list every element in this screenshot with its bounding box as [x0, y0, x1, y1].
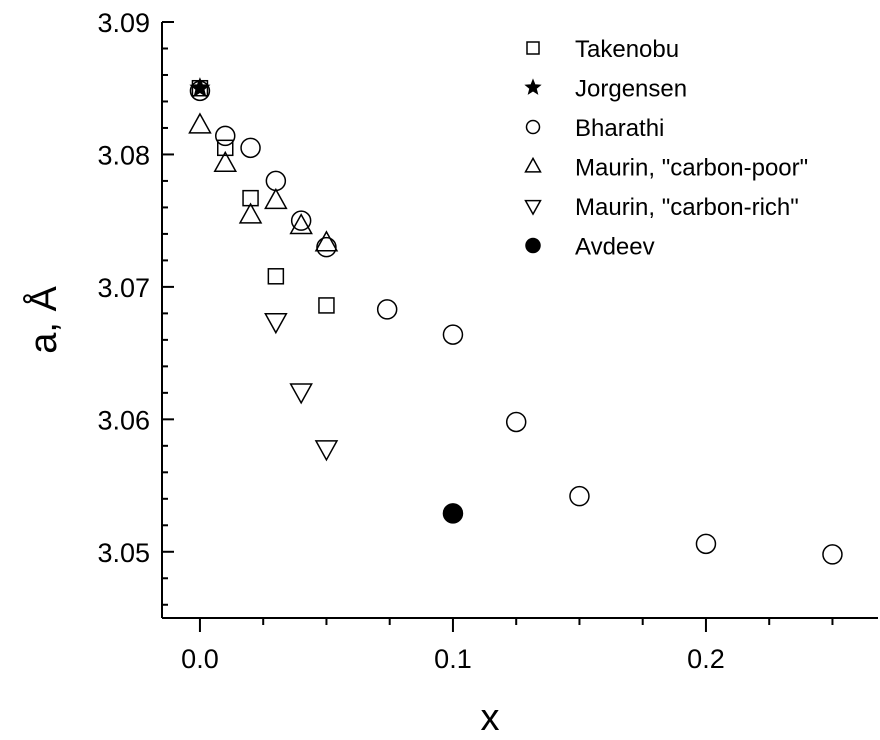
data-point	[442, 503, 464, 524]
axes	[161, 22, 878, 619]
x-tick-label: 0.0	[181, 644, 219, 674]
legend-marker	[526, 41, 540, 55]
data-point	[314, 230, 339, 252]
data-point	[376, 299, 398, 320]
data-point	[289, 213, 313, 235]
data-point	[569, 485, 590, 507]
legend-label: Takenobu	[575, 36, 679, 63]
legend-marker	[524, 156, 542, 173]
data-point	[264, 313, 288, 335]
legend-entry: Avdeev	[525, 234, 655, 261]
data-point	[215, 125, 236, 147]
legend-entry: Jorgensen	[524, 76, 687, 103]
data-point	[240, 137, 261, 159]
data-point	[290, 210, 312, 231]
legend-entry: Bharathi	[525, 115, 664, 142]
series-triangle-up	[188, 112, 339, 252]
legend-label: Bharathi	[575, 115, 664, 142]
data-point	[289, 383, 313, 405]
series-square	[191, 79, 335, 314]
ticks	[162, 21, 834, 632]
y-tick-label: 3.09	[97, 8, 150, 38]
tick-labels: 3.05 3.06 3.07 3.08 3.09 0.0 0.1 0.2	[97, 8, 724, 674]
legend-label: Avdeev	[575, 234, 655, 261]
data-point	[213, 150, 238, 173]
data-point	[238, 202, 263, 224]
data-point	[217, 139, 234, 157]
data-point	[189, 77, 211, 98]
legend-marker	[525, 237, 541, 254]
series-triangle-down	[264, 313, 339, 462]
data-point	[314, 440, 339, 462]
data-point	[695, 533, 717, 555]
data-point	[318, 297, 335, 314]
legend-entry: Takenobu	[526, 36, 679, 63]
legend-marker	[524, 199, 542, 216]
legend-label: Maurin, "carbon-poor"	[575, 155, 808, 182]
data-points	[188, 77, 843, 565]
series-star	[189, 77, 211, 98]
legend-entry: Maurin, "carbon-rich"	[524, 194, 799, 221]
data-point	[267, 268, 285, 285]
y-tick-label: 3.05	[97, 538, 150, 568]
y-axis-title: a, Å	[21, 286, 65, 354]
legend-marker	[525, 119, 541, 135]
legend-label: Jorgensen	[575, 76, 687, 103]
x-axis-title: x	[481, 697, 500, 739]
y-tick-label: 3.07	[97, 273, 150, 303]
series-filled-circle	[442, 503, 464, 524]
legend-label: Maurin, "carbon-rich"	[575, 194, 799, 221]
legend-entry: Maurin, "carbon-poor"	[524, 155, 808, 182]
legend: Takenobu Jorgensen Bharathi Maurin, "carbon…	[524, 36, 808, 261]
data-point	[265, 170, 287, 192]
legend-marker	[524, 78, 542, 95]
data-point	[316, 236, 337, 258]
data-point	[264, 187, 288, 210]
data-point	[188, 112, 212, 134]
data-point	[822, 544, 843, 565]
data-point	[242, 189, 259, 207]
y-tick-label: 3.08	[97, 140, 150, 170]
x-tick-label: 0.2	[687, 644, 725, 674]
x-tick-label: 0.1	[434, 644, 472, 674]
y-tick-label: 3.06	[97, 405, 150, 435]
data-point	[442, 324, 464, 345]
data-point	[505, 411, 527, 433]
